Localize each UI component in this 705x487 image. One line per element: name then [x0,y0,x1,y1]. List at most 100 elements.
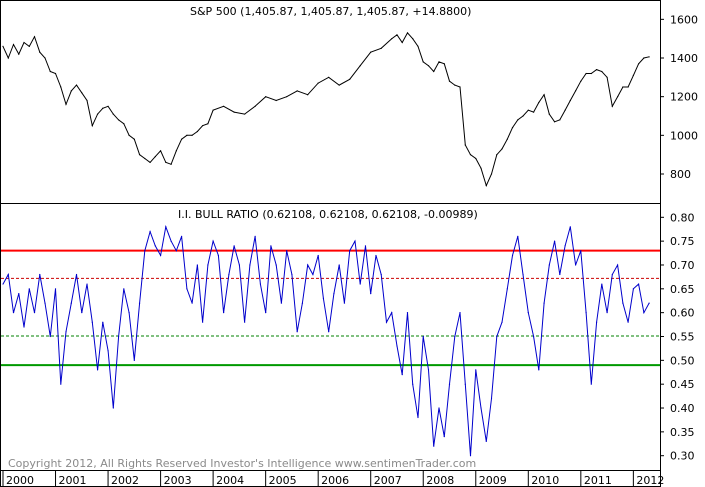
sp500-point [196,130,198,133]
bull-ratio-point [223,312,225,314]
sp500-point [475,157,477,160]
bull-ratio-point [585,312,587,314]
sp500-point [406,32,409,34]
sp500-point [601,70,603,73]
bull-ratio-point [138,302,141,304]
bull-ratio-point [364,245,367,247]
sp500-point [33,36,36,38]
sp500-point [133,138,135,140]
sp500-point [317,82,319,84]
bull-ratio-point [202,321,204,323]
bull-ratio-point [275,264,277,266]
sp500-point [2,45,4,48]
bull-ratio-point [464,383,466,385]
bull-ratio-point [70,302,72,304]
reference-lines [1,249,660,367]
bull-ratio-point [543,302,545,304]
sp500-point [44,57,46,59]
bull-ratio-point [33,312,36,314]
sp500-point [96,113,99,115]
bull-ratio-point [370,292,372,295]
sp500-point [149,161,151,163]
bull-ratio-point [380,273,382,276]
bull-ratio-point [28,288,30,290]
bull-ratio-point [44,302,46,304]
sp500-point [154,156,156,158]
x-axis: 2000 2001 2002 2003 2004 2005 2006 2007 2008 2009… [2,470,664,487]
sp500-point [91,125,93,127]
sp500-point [81,92,83,94]
sp500-point [254,105,256,107]
sp500-point [396,34,398,36]
sp500-point [417,45,419,48]
sp500-y-tick-label-2: 1200 [670,91,698,104]
bull-ratio-point [312,273,314,276]
bull-ratio-y-axis: 0.30 0.35 0.40 0.45 0.50 0.55 0.60 0.65 0.70 0.75… [660,211,695,463]
sp500-point [65,103,67,105]
sp500-point [186,134,188,136]
sp500-point [517,119,519,121]
sp500-point [480,167,482,169]
bull-ratio-point [469,455,472,457]
sp500-point [412,38,414,40]
bull-ratio-point [207,264,209,266]
bull-ratio-point [601,283,603,285]
sp500-point [606,76,608,78]
bull-ratio-point [2,283,4,285]
sp500-point [422,61,424,63]
bull-ratio-point [590,383,592,385]
bull-ratio-point [548,264,550,266]
sp500-point [54,72,57,75]
plot-frame [0,0,661,487]
bull-ratio-point [385,321,388,323]
sp500-point [501,148,503,150]
sp500-point [496,154,498,156]
sp500-point [564,109,566,111]
x-tick-label-2010: 2010 [531,474,559,487]
sp500-point [548,113,550,115]
bull-ratio-point [517,235,519,237]
x-tick-label-2012: 2012 [636,474,664,487]
bull-ratio-point [480,407,482,409]
bull-ratio-point [375,254,377,257]
bull-ratio-point [307,264,309,266]
bull-ratio-title: I.I. BULL RATIO (0.62108, 0.62108, 0.621… [178,208,478,221]
bull-ratio-point [12,312,15,314]
bull-ratio-point [23,326,25,328]
bull-ratio-point [553,240,556,242]
bull-ratio-point [175,250,177,252]
x-tick-label-2000: 2000 [6,474,34,487]
sp500-point [223,105,225,107]
x-tick-label-2006: 2006 [321,474,349,487]
bull-ratio-point [354,240,356,242]
bull-ratio-point [86,283,88,285]
bull-ratio-point [212,240,214,242]
sp500-point [338,84,340,86]
sp500-point [181,138,183,140]
bull-ratio-point [159,254,162,257]
bull-ratio-point [391,312,393,314]
bull-ratio-point [144,250,146,252]
sp500-point [580,80,582,82]
x-tick-label-2009: 2009 [479,474,507,487]
bull-ratio-point [622,302,624,304]
bull-ratio-point [249,264,251,266]
bull-ratio-point [317,254,319,257]
sp500-point [469,154,472,156]
sp500-point [191,134,193,136]
bull-ratio-point [196,264,198,266]
sp500-point [569,99,571,102]
bull-ratio-point [638,283,640,285]
sp500-point [60,86,62,88]
bull-ratio-point [606,312,608,314]
x-tick-label-2001: 2001 [59,474,87,487]
bull-ratio-point [75,273,78,276]
bull-ratio-point [291,273,293,276]
sp500-point [485,185,487,187]
bull-ratio-point [559,273,561,276]
sp500-point [275,99,277,102]
sp500-point [443,63,445,65]
sp500-point [527,109,529,111]
sp500-point [543,94,545,96]
bull-ratio-point [574,264,577,266]
